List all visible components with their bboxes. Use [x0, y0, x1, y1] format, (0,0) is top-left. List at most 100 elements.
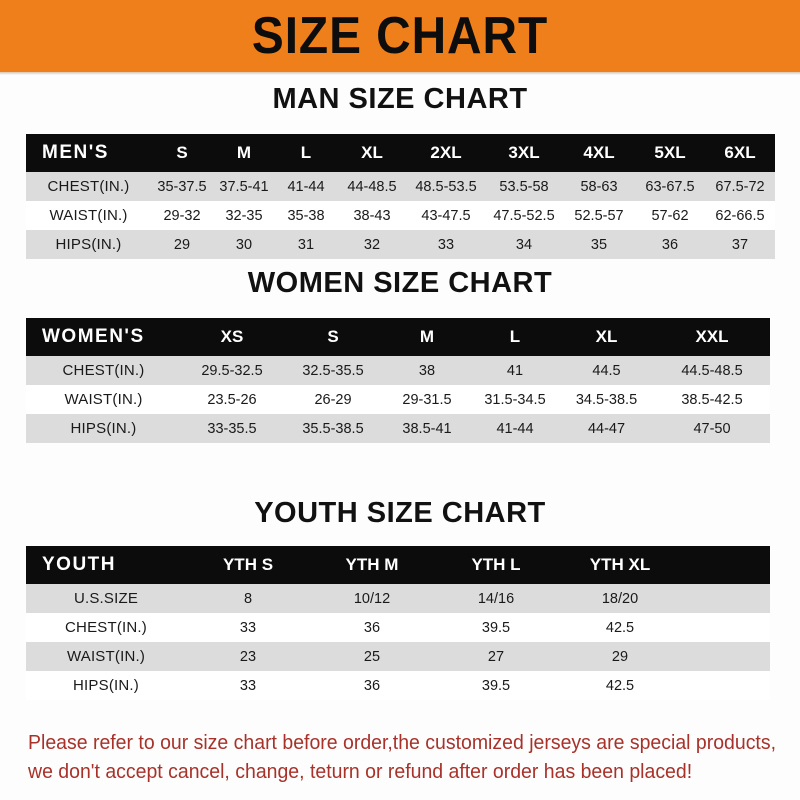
women-column-header-1: XS [220, 327, 244, 346]
table-cell: 35-38 [275, 201, 337, 230]
table-cell: 36 [310, 671, 434, 700]
table-cell: 39.5 [434, 613, 558, 642]
table-cell: 33 [186, 613, 310, 642]
table-cell: 25 [310, 642, 434, 671]
table-cell: 29-32 [151, 201, 213, 230]
table-cell: 26-29 [283, 385, 383, 414]
women-row-label-1: CHEST(IN.) [26, 356, 181, 385]
table-cell: 37.5-41 [213, 172, 275, 201]
page-banner: SIZE CHART [0, 0, 800, 72]
table-cell: 41-44 [471, 414, 559, 443]
table-cell: 29.5-32.5 [181, 356, 283, 385]
table-cell-spacer [682, 642, 770, 671]
men-column-header-1: S [176, 143, 188, 162]
table-cell: 33 [186, 671, 310, 700]
table-cell: 42.5 [558, 613, 682, 642]
table-cell: 29-31.5 [383, 385, 471, 414]
table-cell: 36 [310, 613, 434, 642]
women-size-table-wrapper: WOMEN'S XS S M L XL XXL CHEST(IN.) 29.5-32.5 32.5… [26, 318, 770, 443]
table-row: CHEST(IN.) 29.5-32.5 32.5-35.5 38 41 44.5 44.5… [26, 356, 770, 385]
table-cell: 23.5-26 [181, 385, 283, 414]
women-column-header-5: XL [595, 327, 618, 346]
table-cell: 33 [407, 230, 485, 259]
table-cell: 47.5-52.5 [485, 201, 563, 230]
table-cell: 10/12 [310, 584, 434, 613]
disclaimer-line-1: Please refer to our size chart before or… [28, 731, 776, 754]
youth-row-label-1: U.S.SIZE [26, 584, 186, 613]
table-row: HIPS(IN.) 33 36 39.5 42.5 [26, 671, 770, 700]
youth-column-header-2: YTH M [345, 555, 399, 574]
order-disclaimer: Please refer to our size chart before or… [28, 728, 776, 786]
table-cell: 58-63 [563, 172, 635, 201]
table-cell: 62-66.5 [705, 201, 775, 230]
table-cell: 48.5-53.5 [407, 172, 485, 201]
table-cell: 29 [151, 230, 213, 259]
youth-row-label-3: WAIST(IN.) [26, 642, 186, 671]
table-cell: 44.5 [559, 356, 654, 385]
table-cell-spacer [682, 584, 770, 613]
table-cell: 32.5-35.5 [283, 356, 383, 385]
table-row: U.S.SIZE 8 10/12 14/16 18/20 [26, 584, 770, 613]
table-row: HIPS(IN.) 29 30 31 32 33 34 35 36 37 [26, 230, 775, 259]
table-cell: 44-48.5 [337, 172, 407, 201]
table-cell: 44-47 [559, 414, 654, 443]
table-cell: 8 [186, 584, 310, 613]
table-cell: 47-50 [654, 414, 770, 443]
women-section-title: WOMEN SIZE CHART [247, 267, 553, 299]
men-row-label-3: HIPS(IN.) [26, 230, 151, 259]
women-size-table: WOMEN'S XS S M L XL XXL CHEST(IN.) 29.5-32.5 32.5… [26, 318, 770, 443]
youth-row-label-2: CHEST(IN.) [26, 613, 186, 642]
man-size-table: MEN'S S M L XL 2XL 3XL 4XL 5XL 6XL CHEST(IN.) 35-37… [26, 134, 775, 259]
table-cell: 38.5-42.5 [654, 385, 770, 414]
table-cell: 30 [213, 230, 275, 259]
women-column-header-4: L [509, 327, 521, 346]
table-cell: 43-47.5 [407, 201, 485, 230]
table-cell: 31.5-34.5 [471, 385, 559, 414]
table-cell: 39.5 [434, 671, 558, 700]
women-row-label-2: WAIST(IN.) [26, 385, 181, 414]
disclaimer-line-2: we don't accept cancel, change, teturn o… [28, 760, 693, 783]
table-cell: 38-43 [337, 201, 407, 230]
table-cell: 37 [705, 230, 775, 259]
men-column-header-4: XL [361, 143, 383, 162]
table-cell: 63-67.5 [635, 172, 705, 201]
women-row-label-3: HIPS(IN.) [26, 414, 181, 443]
men-row-label-2: WAIST(IN.) [26, 201, 151, 230]
table-row: WAIST(IN.) 23 25 27 29 [26, 642, 770, 671]
men-table-header-row: MEN'S S M L XL 2XL 3XL 4XL 5XL 6XL [26, 134, 775, 172]
youth-size-table: YOUTH YTH S YTH M YTH L YTH XL U.S.SIZE 8 10/12… [26, 546, 770, 700]
table-cell: 38.5-41 [383, 414, 471, 443]
table-cell: 32-35 [213, 201, 275, 230]
table-cell: 18/20 [558, 584, 682, 613]
table-cell: 27 [434, 642, 558, 671]
men-row-label-1: CHEST(IN.) [26, 172, 151, 201]
table-row: CHEST(IN.) 35-37.5 37.5-41 41-44 44-48.5 48.5… [26, 172, 775, 201]
table-cell: 35.5-38.5 [283, 414, 383, 443]
table-cell: 35 [563, 230, 635, 259]
table-cell: 57-62 [635, 201, 705, 230]
table-cell: 29 [558, 642, 682, 671]
table-cell: 34.5-38.5 [559, 385, 654, 414]
table-cell: 42.5 [558, 671, 682, 700]
youth-section-title: YOUTH SIZE CHART [254, 497, 546, 529]
table-cell: 35-37.5 [151, 172, 213, 201]
men-column-header-8: 5XL [654, 143, 686, 162]
women-column-header-2: S [327, 327, 339, 346]
women-table-header-row: WOMEN'S XS S M L XL XXL [26, 318, 770, 356]
table-cell-spacer [682, 671, 770, 700]
men-column-header-2: M [236, 143, 252, 162]
table-cell: 38 [383, 356, 471, 385]
men-table-label-header: MEN'S [42, 142, 109, 163]
man-section-title: MAN SIZE CHART [272, 83, 528, 115]
youth-column-header-1: YTH S [222, 555, 274, 574]
table-cell: 36 [635, 230, 705, 259]
table-cell-spacer [682, 613, 770, 642]
youth-column-header-3: YTH L [471, 555, 521, 574]
men-column-header-7: 4XL [583, 143, 615, 162]
table-cell: 32 [337, 230, 407, 259]
table-cell: 31 [275, 230, 337, 259]
table-cell: 33-35.5 [181, 414, 283, 443]
women-column-header-3: M [419, 327, 435, 346]
men-column-header-3: L [300, 143, 312, 162]
